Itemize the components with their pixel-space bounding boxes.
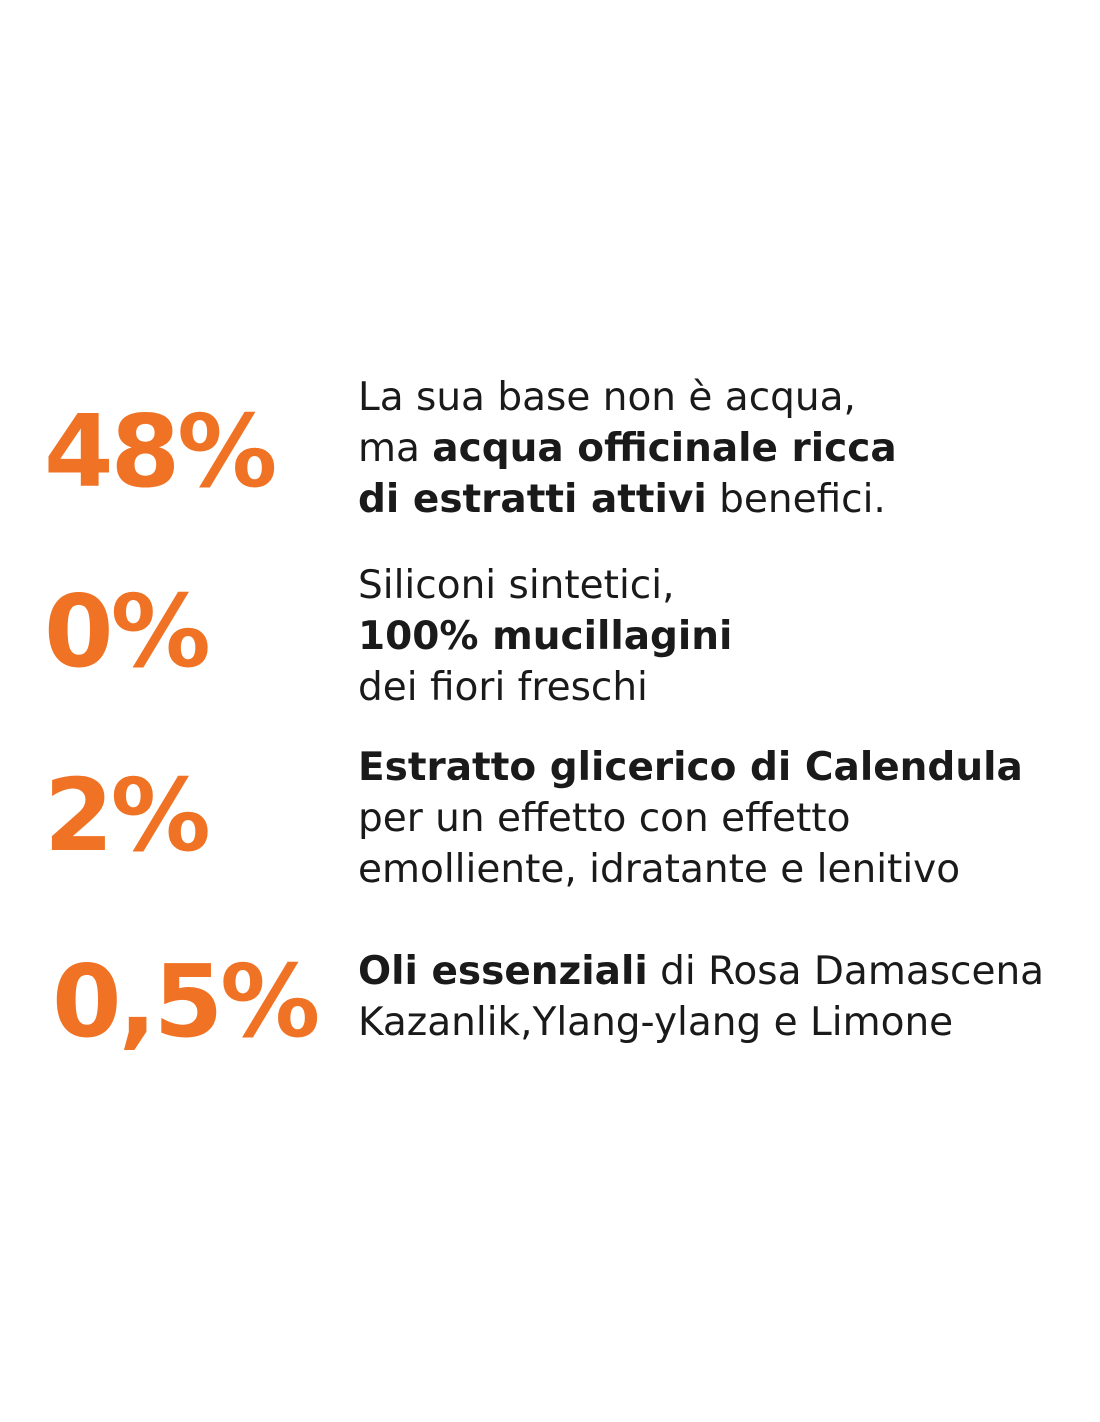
text-segment-bold: di estratti attivi <box>358 477 707 522</box>
text-segment: per un effetto con effetto <box>358 796 851 841</box>
description-line: La sua base non è acqua, <box>358 372 1078 423</box>
text-segment-bold: acqua officinale ricca <box>432 426 897 471</box>
stat-description: Oli essenziali di Rosa Damascena Kazanli… <box>358 946 1078 1048</box>
stat-percent: 2% <box>44 757 211 874</box>
text-segment: ma <box>358 426 433 471</box>
text-segment: Siliconi sintetici, <box>358 563 675 608</box>
stat-description: Estratto glicerico di Calendula per un e… <box>358 742 1078 895</box>
stat-description: La sua base non è acqua, ma acqua offici… <box>358 372 1078 525</box>
stat-percent: 0% <box>44 573 211 690</box>
description-line: emolliente, idratante e lenitivo <box>358 844 1078 895</box>
stat-percent: 48% <box>44 393 277 510</box>
stat-description: Siliconi sintetici, 100% mucillagini dei… <box>358 560 1078 713</box>
text-segment: Kazanlik,Ylang-ylang e Limone <box>358 1000 954 1045</box>
text-segment-bold: Oli essenziali <box>358 949 648 994</box>
description-line: Kazanlik,Ylang-ylang e Limone <box>358 997 1078 1048</box>
stat-percent: 0,5% <box>52 943 320 1060</box>
description-line: dei fiori freschi <box>358 662 1078 713</box>
text-segment: dei fiori freschi <box>358 665 648 710</box>
description-line: di estratti attivi benefici. <box>358 474 1078 525</box>
description-line: ma acqua officinale ricca <box>358 423 1078 474</box>
description-line: Estratto glicerico di Calendula <box>358 742 1078 793</box>
description-line: per un effetto con effetto <box>358 793 1078 844</box>
text-segment: di Rosa Damascena <box>647 949 1045 994</box>
description-line: Oli essenziali di Rosa Damascena <box>358 946 1078 997</box>
description-line: Siliconi sintetici, <box>358 560 1078 611</box>
text-segment: benefici. <box>706 477 886 522</box>
text-segment-bold: Estratto glicerico di Calendula <box>358 745 1023 790</box>
text-segment: La sua base non è acqua, <box>358 375 856 420</box>
description-line: 100% mucillagini <box>358 611 1078 662</box>
text-segment: emolliente, idratante e lenitivo <box>358 847 961 892</box>
text-segment-bold: 100% mucillagini <box>358 614 733 659</box>
